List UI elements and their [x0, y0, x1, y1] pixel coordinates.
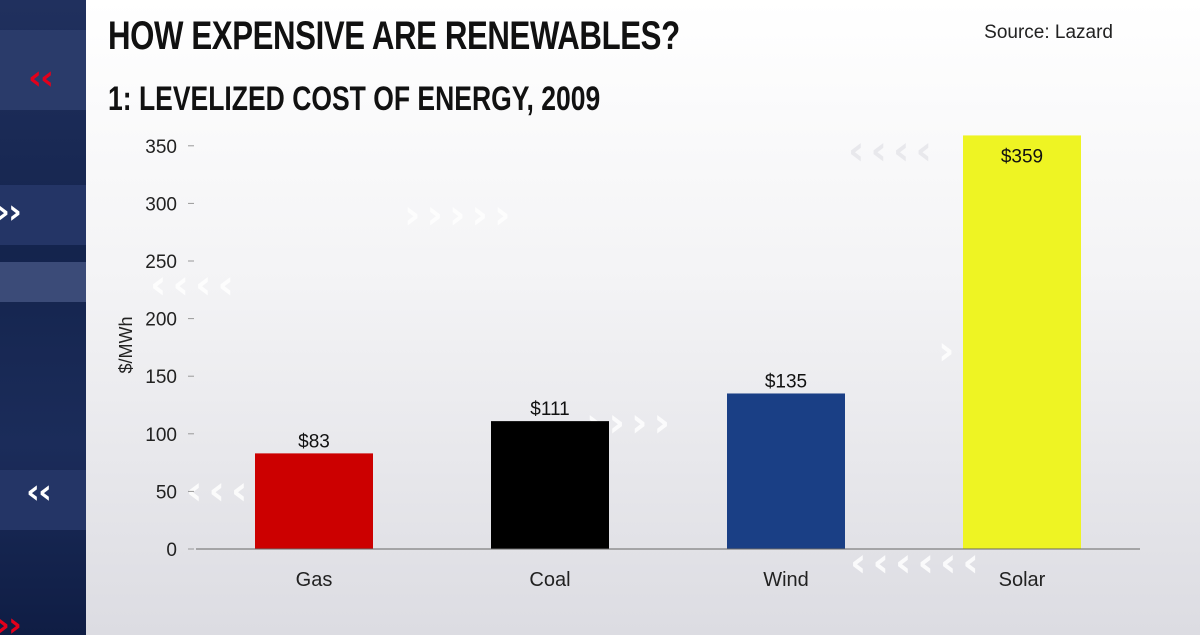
y-tick-label: 350 [145, 137, 177, 158]
bg-chevrons-left-icon: ‹‹‹ [186, 468, 254, 514]
strip-band [0, 262, 86, 302]
source-label: Source: Lazard [984, 22, 1113, 43]
bar-coal [491, 421, 609, 549]
strip-band [0, 30, 86, 110]
y-tick-label: 50 [156, 482, 177, 503]
y-tick-label: 0 [166, 540, 177, 561]
value-label-wind: $135 [765, 371, 807, 392]
bg-chevrons-left-icon: ‹‹‹‹ [848, 128, 938, 174]
value-label-coal: $111 [530, 399, 569, 420]
chart-title: HOW EXPENSIVE ARE RENEWABLES? [108, 14, 680, 58]
y-tick-label: 100 [145, 425, 177, 446]
strip-band [0, 470, 86, 530]
y-tick-label: 150 [145, 367, 177, 388]
strip-chevron-left-icon: ‹‹ [26, 472, 52, 512]
strip-chevron-right-icon: ›› [0, 192, 22, 232]
y-tick-label: 200 [145, 310, 177, 331]
bg-chevrons-left-icon: ‹‹‹‹ [150, 262, 240, 308]
y-tick-label: 300 [145, 194, 177, 215]
bar-wind [727, 393, 845, 549]
chart-subtitle: 1: LEVELIZED COST OF ENERGY, 2009 [108, 80, 601, 118]
value-label-gas: $83 [298, 431, 330, 452]
category-label-gas: Gas [296, 569, 333, 591]
y-axis-label: $/MWh [116, 316, 136, 373]
left-decorative-strip: ‹‹ ›› ‹‹ ›› [0, 0, 86, 635]
category-label-wind: Wind [763, 569, 809, 591]
bar-solar [963, 135, 1081, 549]
strip-chevron-right-icon: ›› [0, 605, 22, 635]
strip-chevron-left-icon: ‹‹ [28, 58, 54, 98]
bg-chevrons-left-icon: ‹‹‹‹‹‹ [850, 540, 985, 586]
y-tick-label: 250 [145, 252, 177, 273]
category-label-solar: Solar [999, 569, 1046, 591]
bg-chevrons-right-icon: ››››› [404, 192, 517, 238]
strip-band [0, 185, 86, 245]
bar-gas [255, 453, 373, 549]
category-label-coal: Coal [529, 569, 570, 591]
value-label-solar: $359 [1001, 146, 1043, 167]
